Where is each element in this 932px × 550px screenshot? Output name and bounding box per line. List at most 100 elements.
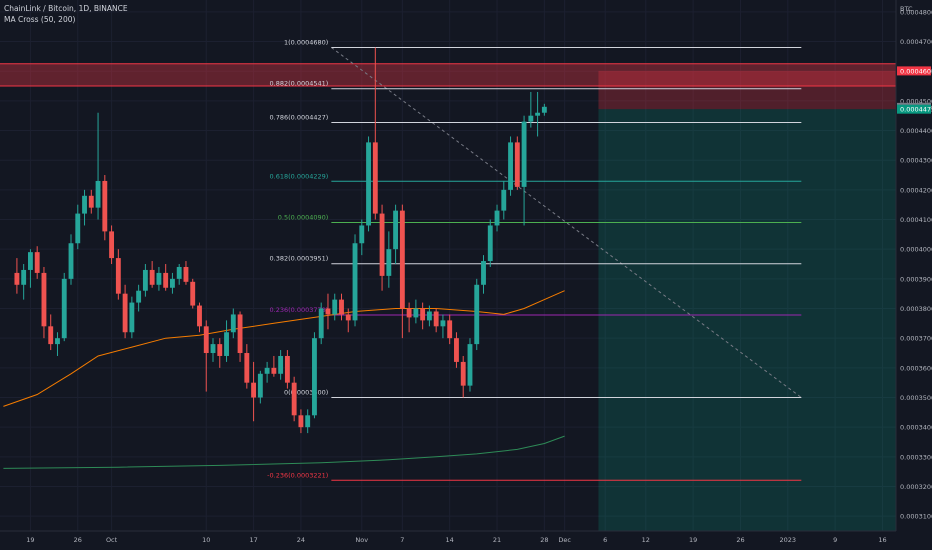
candle-body (95, 180, 101, 208)
resistance-zone (0, 63, 896, 87)
fib-level-label: 0.786(0.0004427) (270, 114, 329, 122)
candle-up (55, 332, 60, 356)
price-tick-label: 0.0004200 (900, 186, 932, 194)
candle-body (27, 252, 33, 270)
candle-down (433, 308, 439, 333)
fib-level-label: 0.5(0.0004090) (278, 213, 329, 221)
candle-body (393, 210, 399, 250)
candle-up (332, 293, 338, 321)
candle-body (224, 332, 229, 356)
fib-level-label: 0.882(0.0004541) (270, 80, 329, 88)
candle-up (170, 272, 175, 294)
price-tick-label: 0.0003800 (900, 305, 932, 313)
candle-up (494, 204, 500, 232)
candle-up (156, 266, 162, 291)
candle-down (271, 355, 277, 377)
candle-up (136, 284, 142, 312)
ma200-line (3, 435, 565, 469)
candle-body (75, 213, 81, 244)
candle-down (41, 266, 47, 339)
candle-up (535, 91, 541, 137)
candle-body (210, 344, 216, 354)
price-tick-label: 0.0003500 (900, 394, 932, 402)
candle-up (61, 272, 67, 342)
price-tick-label: 0.0004400 (900, 127, 932, 135)
candle-body (352, 243, 358, 321)
candle-body (541, 106, 547, 113)
price-tick-label: 0.0004300 (900, 157, 932, 165)
trendline[interactable] (331, 47, 802, 398)
candle-down (284, 350, 290, 389)
candle-body (41, 272, 47, 327)
time-tick-label: 2023 (780, 536, 797, 544)
candle-body (142, 269, 148, 291)
candle-up (27, 249, 33, 288)
candle-down (102, 175, 108, 241)
time-tick-label: 7 (400, 536, 404, 544)
candle-down (244, 344, 250, 389)
candle-up (386, 231, 392, 288)
time-tick-label: 26 (74, 536, 82, 544)
candle-down (183, 261, 189, 285)
candle-body (102, 180, 108, 232)
price-badge-label: 0.0004472 (900, 106, 932, 114)
candle-body (521, 121, 527, 187)
candle-down (298, 409, 304, 434)
candle-body (325, 308, 331, 315)
time-tick-label: 10 (202, 536, 210, 544)
time-tick-label: 19 (26, 536, 34, 544)
candle-up (142, 264, 148, 297)
time-tick-label: 19 (689, 536, 697, 544)
price-tick-label: 0.0003700 (900, 335, 932, 343)
price-tick-label: 0.0003100 (900, 513, 932, 521)
candle-down (48, 314, 54, 351)
candle-body (156, 272, 162, 285)
currency-label: BTC (900, 5, 913, 13)
candle-up (541, 103, 547, 116)
price-tick-label: 0.0003200 (900, 483, 932, 491)
time-tick-label: Dec (558, 536, 571, 544)
candle-body (406, 308, 412, 318)
fib-level-label: -0.236(0.0003221) (267, 471, 328, 479)
time-tick-label: 26 (736, 536, 744, 544)
candle-body (440, 320, 446, 327)
candle-body (454, 338, 459, 362)
candle-body (278, 355, 284, 374)
candle-body (481, 261, 486, 285)
candle-down (190, 278, 196, 309)
fibonacci-retracement[interactable]: 1(0.0004680) 0.882(0.0004541) 0.786(0.0004… (267, 38, 802, 481)
candle-body (176, 266, 182, 279)
candle-down (163, 264, 169, 291)
candle-body (413, 308, 419, 318)
candle-body (109, 231, 115, 259)
candle-body (14, 272, 20, 285)
candle-down (447, 314, 453, 345)
candle-down (379, 204, 385, 291)
candle-down (454, 332, 459, 368)
candles (14, 47, 547, 434)
candle-down (372, 47, 378, 220)
candle-up (210, 338, 216, 362)
ma50-line (3, 290, 565, 407)
candle-down (115, 249, 121, 300)
time-tick-label: 17 (249, 536, 257, 544)
candle-body (149, 269, 155, 285)
candle-down (291, 376, 297, 422)
time-tick-label: Nov (355, 536, 368, 544)
symbol-title[interactable]: ChainLink / Bitcoin, 1D, BINANCE (4, 4, 128, 13)
candle-up (440, 314, 446, 339)
fib-level-label: 0.382(0.0003951) (270, 255, 329, 263)
price-tick-label: 0.0003400 (900, 424, 932, 432)
price-tick-label: 0.0004100 (900, 216, 932, 224)
candle-down (203, 320, 209, 392)
candle-down (339, 293, 344, 321)
candle-body (332, 299, 338, 315)
candle-body (271, 367, 277, 374)
position-stop-zone (598, 109, 896, 532)
indicator-label[interactable]: MA Cross (50, 200) (4, 15, 75, 24)
candle-up (129, 296, 135, 339)
candle-body (82, 195, 87, 214)
candle-up (305, 409, 311, 434)
